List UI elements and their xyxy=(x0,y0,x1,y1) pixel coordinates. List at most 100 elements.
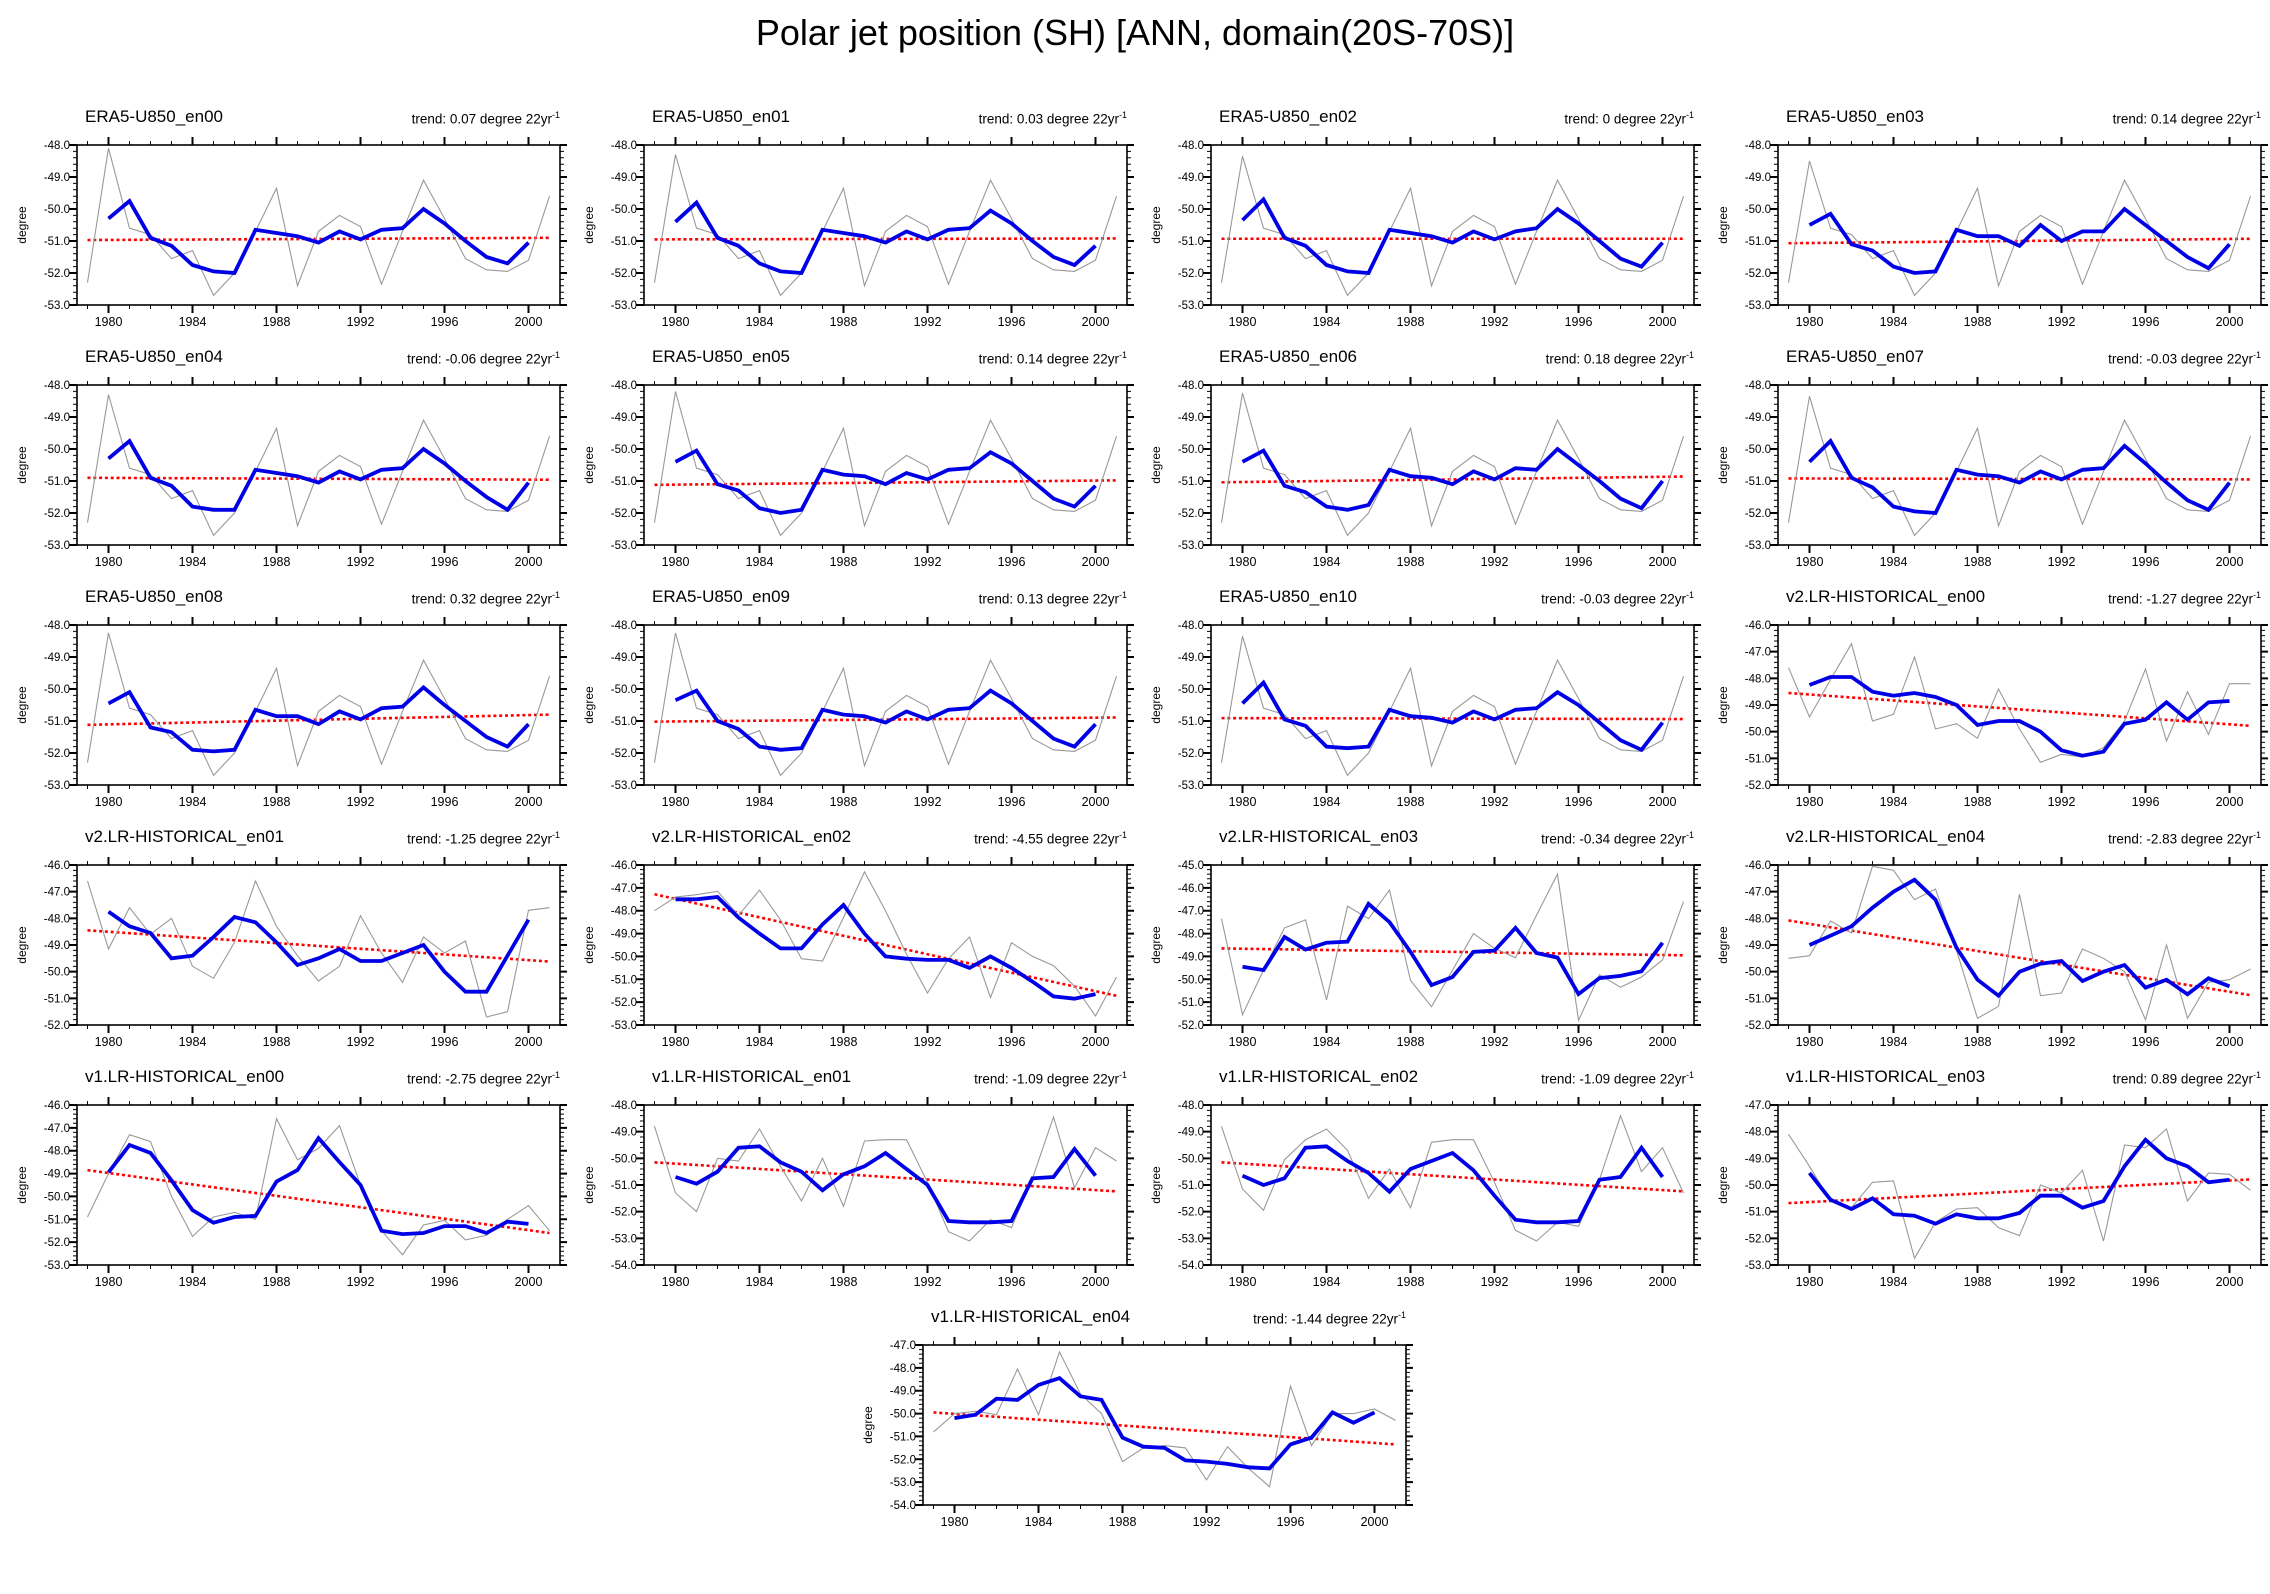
y-tick-label: -53.0 xyxy=(44,300,70,312)
smoothed-series-line xyxy=(1808,877,2231,999)
panel-title: ERA5-U850_en00 xyxy=(85,107,223,126)
annual-series-line xyxy=(653,391,1118,537)
panel-header: ERA5-U850_en09 trend: 0.13 degree 22yr-1 xyxy=(644,587,1127,609)
panel-chart: -48.0 -49.0 -50.0 -51.0 -52.0 -53.0 1980 1984 19… xyxy=(1716,377,2268,569)
y-tick-label: -48.0 xyxy=(611,380,637,392)
minor-ticks xyxy=(1774,621,2265,789)
y-tick-label: -48.0 xyxy=(44,913,70,925)
y-axis-label: degree xyxy=(1716,1166,1730,1204)
plot-frame xyxy=(643,384,1128,546)
x-tick-label: 2000 xyxy=(1649,795,1677,809)
panel-v2.LR-HISTORICAL_en02: v2.LR-HISTORICAL_en02 trend: -4.55 degree… xyxy=(567,812,1134,1052)
annual-series-line xyxy=(1788,1128,2251,1260)
y-tick-label: -52.0 xyxy=(1178,1207,1204,1219)
x-tick-label: 1980 xyxy=(1796,795,1824,809)
trend-line xyxy=(654,892,1117,998)
x-tick-label: 1984 xyxy=(179,1035,207,1049)
x-tick-label: 2000 xyxy=(515,795,543,809)
y-tick-label: -51.0 xyxy=(44,236,70,248)
x-tick-label: 1996 xyxy=(1565,1035,1593,1049)
plot-frame xyxy=(76,384,561,546)
panel-trend-label: trend: -1.44 degree 22yr-1 xyxy=(1253,1310,1406,1327)
x-tick-label: 1980 xyxy=(1796,555,1824,569)
panel-header: ERA5-U850_en01 trend: 0.03 degree 22yr-1 xyxy=(644,107,1127,129)
trend-line xyxy=(1788,691,2251,728)
y-tick-label: -52.0 xyxy=(1745,268,1771,280)
panel-header: v1.LR-HISTORICAL_en00 trend: -2.75 degree… xyxy=(77,1067,560,1089)
panel-chart: -48.0 -49.0 -50.0 -51.0 -52.0 -53.0 1980 1984 19… xyxy=(15,617,567,809)
panel-header: v1.LR-HISTORICAL_en01 trend: -1.09 degree… xyxy=(644,1067,1127,1089)
y-tick-label: -50.0 xyxy=(611,1153,637,1165)
panel-trend-label: trend: 0.03 degree 22yr-1 xyxy=(978,110,1127,127)
y-tick-label: -53.0 xyxy=(611,1233,637,1245)
annual-series-line xyxy=(1788,865,2251,1022)
panel-chart: -46.0 -47.0 -48.0 -49.0 -50.0 -51.0 -52.0 -53.0… xyxy=(15,1097,567,1289)
panel-chart: -45.0 -46.0 -47.0 -48.0 -49.0 -50.0 -51.0 -52.0… xyxy=(1149,857,1701,1049)
x-tick-label: 2000 xyxy=(2216,315,2244,329)
panel-title: v1.LR-HISTORICAL_en01 xyxy=(652,1067,852,1086)
trend-line xyxy=(1221,716,1684,721)
y-tick-label: -50.0 xyxy=(611,951,637,963)
minor-ticks xyxy=(73,381,564,549)
x-tick-label: 1980 xyxy=(1229,1275,1257,1289)
y-axis-label: degree xyxy=(1716,926,1730,964)
y-axis-label: degree xyxy=(15,206,29,244)
panel-title: ERA5-U850_en09 xyxy=(652,587,790,606)
panel-title: v2.LR-HISTORICAL_en03 xyxy=(1219,827,1419,846)
smoothed-series-line xyxy=(675,895,1096,1001)
panel-trend-label: trend: -1.27 degree 22yr-1 xyxy=(2108,590,2261,607)
y-tick-label: -52.0 xyxy=(1178,748,1204,760)
panel-trend-label: trend: -0.03 degree 22yr-1 xyxy=(1541,590,1694,607)
major-ticks xyxy=(1203,617,1701,793)
major-ticks xyxy=(69,857,567,1033)
minor-ticks xyxy=(73,621,564,789)
y-tick-label: -51.0 xyxy=(611,716,637,728)
minor-ticks xyxy=(1207,1101,1698,1269)
y-tick-label: -52.0 xyxy=(44,748,70,760)
y-tick-label: -51.0 xyxy=(611,476,637,488)
panel-header: ERA5-U850_en08 trend: 0.32 degree 22yr-1 xyxy=(77,587,560,609)
x-tick-label: 1988 xyxy=(1109,1515,1137,1529)
major-ticks xyxy=(636,857,1134,1033)
y-axis-label: degree xyxy=(15,926,29,964)
x-tick-label: 2000 xyxy=(1649,315,1677,329)
y-tick-label: -49.0 xyxy=(611,412,637,424)
smoothed-series-line xyxy=(107,910,531,994)
annual-series-line xyxy=(653,632,1118,777)
panel-chart: -47.0 -48.0 -49.0 -50.0 -51.0 -52.0 -53.0 1980 1… xyxy=(1716,1097,2268,1289)
panel-v2.LR-HISTORICAL_en04: v2.LR-HISTORICAL_en04 trend: -2.83 degree… xyxy=(1701,812,2268,1052)
panel-title: ERA5-U850_en10 xyxy=(1219,587,1357,606)
y-tick-label: -53.0 xyxy=(1178,540,1204,552)
x-tick-label: 1996 xyxy=(431,1035,459,1049)
panel-chart: -48.0 -49.0 -50.0 -51.0 -52.0 -53.0 -54.0 1980 1… xyxy=(582,1097,1134,1289)
x-tick-label: 1992 xyxy=(914,1275,942,1289)
x-tick-label: 1992 xyxy=(1481,1275,1509,1289)
plot-frame xyxy=(1210,144,1695,306)
y-axis-label: degree xyxy=(1149,1166,1163,1204)
y-tick-label: -49.0 xyxy=(1745,172,1771,184)
minor-ticks xyxy=(73,141,564,309)
major-ticks xyxy=(1203,377,1701,553)
y-tick-label: -49.0 xyxy=(1745,940,1771,952)
y-tick-label: -53.0 xyxy=(890,1477,916,1489)
x-tick-label: 1988 xyxy=(830,555,858,569)
y-tick-label: -48.0 xyxy=(1745,673,1771,685)
panel-trend-label: trend: -1.25 degree 22yr-1 xyxy=(407,830,560,847)
y-tick-label: -52.0 xyxy=(44,1237,70,1249)
major-ticks xyxy=(1770,137,2268,313)
y-tick-label: -49.0 xyxy=(44,652,70,664)
y-tick-label: -48.0 xyxy=(611,140,637,152)
x-tick-label: 1984 xyxy=(1313,1275,1341,1289)
x-tick-label: 1980 xyxy=(662,555,690,569)
y-tick-label: -52.0 xyxy=(1745,1020,1771,1032)
minor-ticks xyxy=(919,1341,1410,1509)
y-axis-label: degree xyxy=(15,1166,29,1204)
y-tick-label: -50.0 xyxy=(1178,204,1204,216)
x-tick-label: 1988 xyxy=(263,1275,291,1289)
x-tick-label: 1996 xyxy=(431,315,459,329)
annual-series-line xyxy=(1787,642,2251,763)
x-tick-label: 1980 xyxy=(662,315,690,329)
major-ticks xyxy=(1203,1097,1701,1273)
trend-line xyxy=(1788,919,2251,997)
